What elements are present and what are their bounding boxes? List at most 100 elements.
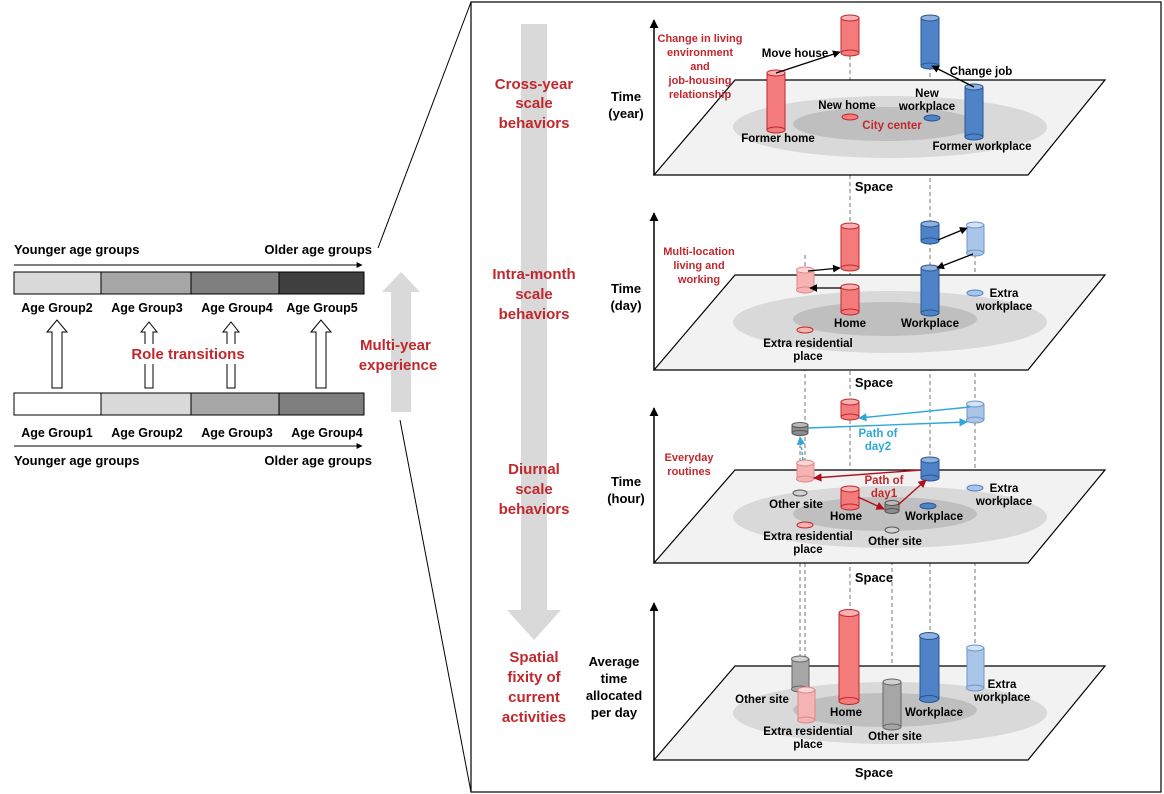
scale-down-arrow [507, 24, 561, 640]
p1-time-label-2: (year) [608, 106, 643, 121]
p1-former-home-label: Former home [741, 133, 815, 145]
bottom-bar-segment-3 [190, 392, 280, 416]
p4-time-label: Average time allocated per day [586, 654, 642, 720]
bottom-younger-label: Younger age groups [14, 453, 139, 468]
p1-city-center-label: City center [862, 120, 922, 132]
p3-day2-path-3 [796, 436, 806, 461]
p3-day2-path-1 [807, 418, 968, 429]
scale-2-line3: behaviors [499, 306, 570, 323]
p3-day2-path-2 [858, 406, 971, 422]
p4-extra-workplace-2: workplace [973, 692, 1030, 704]
p3-day1-path-2 [857, 496, 885, 510]
p4-extra-residential-1: Extra residential [763, 726, 852, 738]
p4-workplace-label: Workplace [905, 707, 963, 719]
p3-other-site-left-label: Other site [769, 499, 823, 511]
top-group-4: Age Group5 [286, 301, 358, 315]
p3-path-day1-2: day1 [871, 488, 898, 500]
bottom-bar-segment-4 [278, 392, 365, 416]
svg-text:working: working [677, 274, 720, 286]
p3-workplace-base [919, 502, 937, 510]
bottom-older-label: Older age groups [264, 453, 372, 468]
svg-text:Multi-location: Multi-location [663, 246, 735, 258]
p2-home-lower-cylinder [840, 283, 860, 316]
panel-intra-month: Time (day) Space Multi-location living a… [610, 212, 1107, 390]
p2-note: Multi-location living and working [663, 246, 735, 286]
p2-extra-workplace-2: workplace [975, 301, 1032, 313]
scale-1-line2: scale [515, 95, 553, 112]
svg-text:Everyday: Everyday [665, 452, 715, 464]
panel-cross-year: Time (year) Space Change in living envir… [608, 14, 1107, 194]
p3-workplace-label: Workplace [905, 511, 963, 523]
p1-time-label-1: Time [611, 89, 641, 104]
scale-3-line1: Diurnal [508, 461, 560, 478]
p1-new-workplace-1: New [915, 88, 939, 100]
p1-former-workplace-label: Former workplace [932, 141, 1031, 153]
top-group-2: Age Group3 [111, 301, 183, 315]
p3-workplace-cylinder [920, 456, 940, 482]
p3-other-site-left-base [792, 489, 808, 497]
scale-4-line3: current [508, 689, 560, 706]
scale-1-line1: Cross-year [495, 76, 574, 93]
multi-year-line2: year [400, 337, 431, 354]
svg-text:relationship: relationship [669, 89, 732, 101]
p1-new-home-label: New home [818, 100, 876, 112]
svg-text:environment: environment [667, 47, 733, 59]
zoom-line-top [377, 1, 472, 249]
p3-extra-residential-cylinder [796, 459, 815, 483]
scale-3-line3: behaviors [499, 501, 570, 518]
p4-extra-workplace-cylinder [966, 644, 985, 692]
p1-new-home-cylinder [840, 14, 860, 57]
svg-text:job-housing: job-housing [668, 75, 732, 87]
scale-3-line2: scale [515, 481, 553, 498]
panel-spatial-fixity: Average time allocated per day Space [586, 602, 1107, 780]
p3-space-label: Space [855, 570, 893, 585]
p2-home-label: Home [834, 318, 866, 330]
p1-space-label: Space [855, 179, 893, 194]
zoom-line-bottom [399, 419, 472, 793]
p3-other-site-mid-cylinder [884, 500, 900, 514]
p1-former-home-cylinder [766, 69, 786, 134]
scale-2-line2: scale [515, 286, 553, 303]
p3-time-label-1: Time [611, 474, 641, 489]
p1-move-house-arrow [775, 50, 841, 74]
transition-arrow-1 [45, 319, 69, 389]
bottom-bar-segment-2 [100, 392, 192, 416]
bottom-group-4: Age Group4 [291, 426, 363, 440]
top-bar-segment-3 [190, 271, 280, 295]
svg-text:routines: routines [667, 466, 710, 478]
p3-extra-workplace-base [966, 484, 984, 492]
scale-1-line3: behaviors [499, 115, 570, 132]
p2-workplace-label: Workplace [901, 318, 959, 330]
p3-home-upper-cylinder [840, 398, 860, 421]
p3-path-day2-2: day2 [865, 441, 891, 453]
svg-text:and: and [690, 61, 710, 73]
p1-note: Change in living environment and job-hou… [658, 33, 743, 101]
p3-other-site-mid-base [884, 526, 900, 534]
p1-change-job-label: Change job [950, 66, 1013, 78]
p2-extra-residential-2: place [793, 351, 822, 363]
p1-new-workplace-base [923, 114, 941, 122]
p4-extra-workplace-1: Extra [988, 679, 1017, 691]
p1-new-workplace-cylinder [920, 14, 940, 70]
p3-extra-residential-2: place [793, 544, 822, 556]
p2-space-label: Space [855, 375, 893, 390]
top-younger-label: Younger age groups [14, 242, 139, 257]
p3-extra-residential-1: Extra residential [763, 531, 852, 543]
p2-extra-workplace-1: Extra [990, 288, 1019, 300]
svg-text:Change in living: Change in living [658, 33, 743, 45]
panel-diurnal: Time (hour) Space Everyday routines [607, 398, 1107, 585]
detail-frame [470, 1, 1162, 793]
p3-path-day2-1: Path of [859, 428, 898, 440]
top-bar-segment-2 [100, 271, 192, 295]
top-bar-segment-1 [13, 271, 102, 295]
role-transitions-bg [120, 344, 258, 364]
p3-extra-workplace-1: Extra [990, 483, 1019, 495]
p1-new-workplace-2: workplace [898, 101, 955, 113]
p3-extra-residential-base [796, 521, 814, 529]
p4-space-label: Space [855, 765, 893, 780]
p2-extra-workplace-base [966, 289, 984, 297]
p2-time-label-1: Time [611, 281, 641, 296]
multi-year-line1: Multi- [360, 337, 400, 354]
svg-text:Average: Average [589, 654, 640, 669]
